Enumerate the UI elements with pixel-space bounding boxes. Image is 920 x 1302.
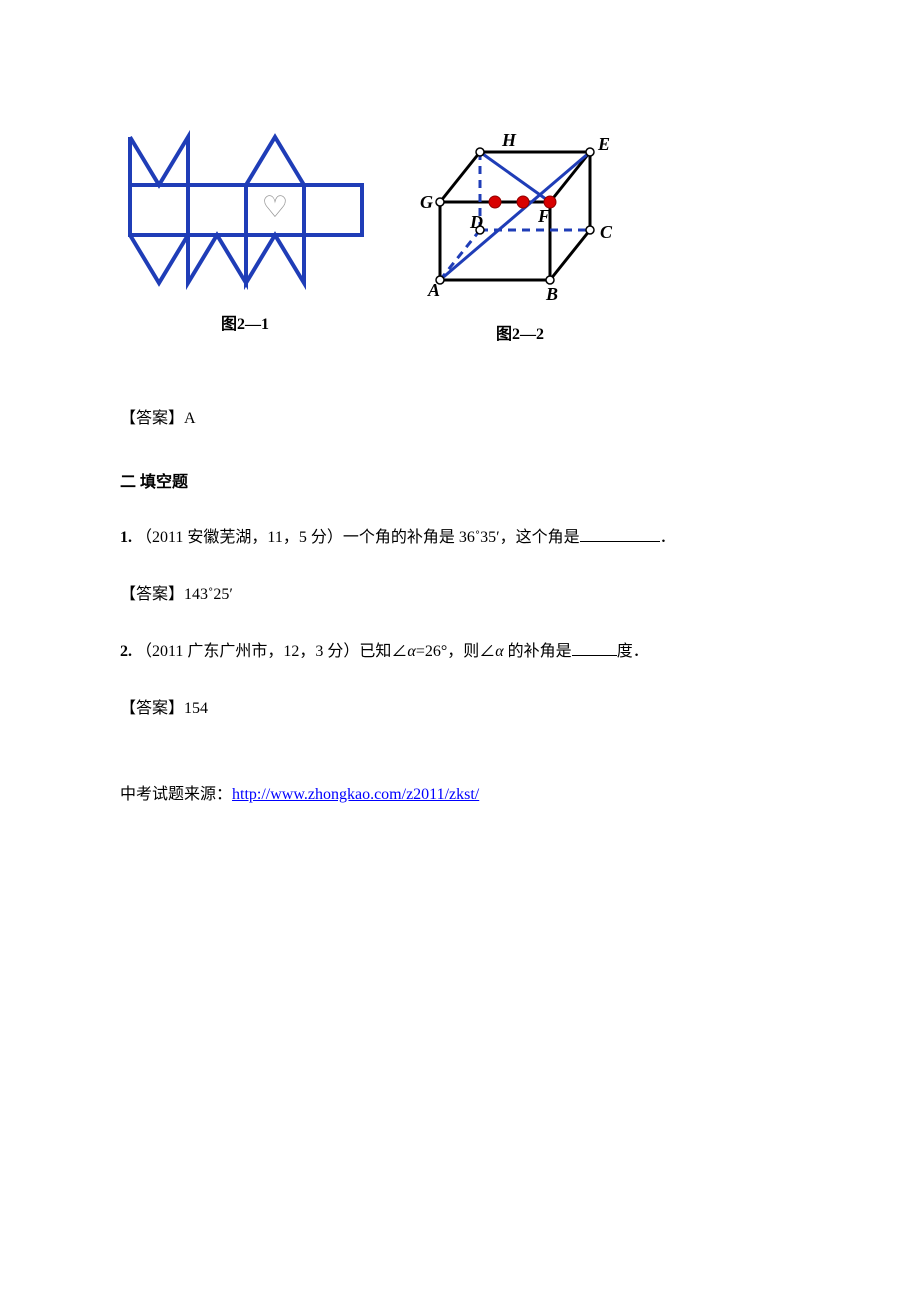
q1-answer-value: 143˚25′ (184, 586, 233, 603)
section-2-heading: 二 填空题 (120, 468, 800, 492)
svg-text:♡: ♡ (262, 191, 289, 224)
answer-top-value: A (184, 410, 196, 427)
answer-top: 【答案】A (120, 404, 800, 428)
cube-label-A: A (427, 280, 440, 300)
q2-var2: α (495, 643, 503, 660)
figure-2-svg: A B C D E F G H (410, 110, 630, 310)
q1-answer: 【答案】143˚25′ (120, 579, 800, 611)
question-1: 1. （2011 安徽芜湖，11，5 分）一个角的补角是 36˚35′，这个角是… (120, 522, 800, 554)
answer-top-label: 【答案】 (120, 410, 184, 427)
cube-label-F: F (537, 206, 550, 226)
q2-num: 2. (120, 643, 132, 660)
q1-num: 1. (120, 529, 132, 546)
q2-blank (572, 640, 617, 656)
figures-row: ♡ 图2—1 (120, 110, 800, 344)
figure-2-block: A B C D E F G H 图2—2 (410, 110, 630, 344)
q2-var1: α (407, 643, 415, 660)
q2-answer-value: 154 (184, 700, 208, 717)
cube-label-G: G (420, 192, 433, 212)
cube-label-E: E (597, 134, 610, 154)
source-line: 中考试题来源：http://www.zhongkao.com/z2011/zks… (120, 780, 800, 804)
q2-text-d: 度． (617, 643, 649, 660)
cube-label-B: B (545, 284, 558, 304)
question-2: 2. （2011 广东广州市，12，3 分）已知∠α=26°，则∠α 的补角是度… (120, 636, 800, 668)
source-link[interactable]: http://www.zhongkao.com/z2011/zkst/ (232, 786, 479, 803)
q1-text-a: （2011 安徽芜湖，11，5 分）一个角的补角是 36˚35′，这个角是 (132, 529, 580, 546)
q1-text-b: ． (660, 529, 676, 546)
figure-1-caption: 图2—1 (221, 310, 269, 334)
figure-1-svg: ♡ (120, 110, 370, 300)
q2-text-a: （2011 广东广州市，12，3 分）已知∠ (132, 643, 407, 660)
q2-answer-label: 【答案】 (120, 700, 184, 717)
q2-text-b: =26°，则∠ (416, 643, 495, 660)
q1-blank (580, 526, 660, 542)
cube-label-D: D (469, 212, 483, 232)
figure-1-block: ♡ 图2—1 (120, 110, 370, 334)
q2-answer: 【答案】154 (120, 693, 800, 725)
cube-label-H: H (501, 130, 517, 150)
cube-label-C: C (600, 222, 613, 242)
figure-2-caption: 图2—2 (496, 320, 544, 344)
q2-text-c: 的补角是 (504, 643, 572, 660)
q1-answer-label: 【答案】 (120, 586, 184, 603)
source-label: 中考试题来源： (120, 786, 232, 803)
